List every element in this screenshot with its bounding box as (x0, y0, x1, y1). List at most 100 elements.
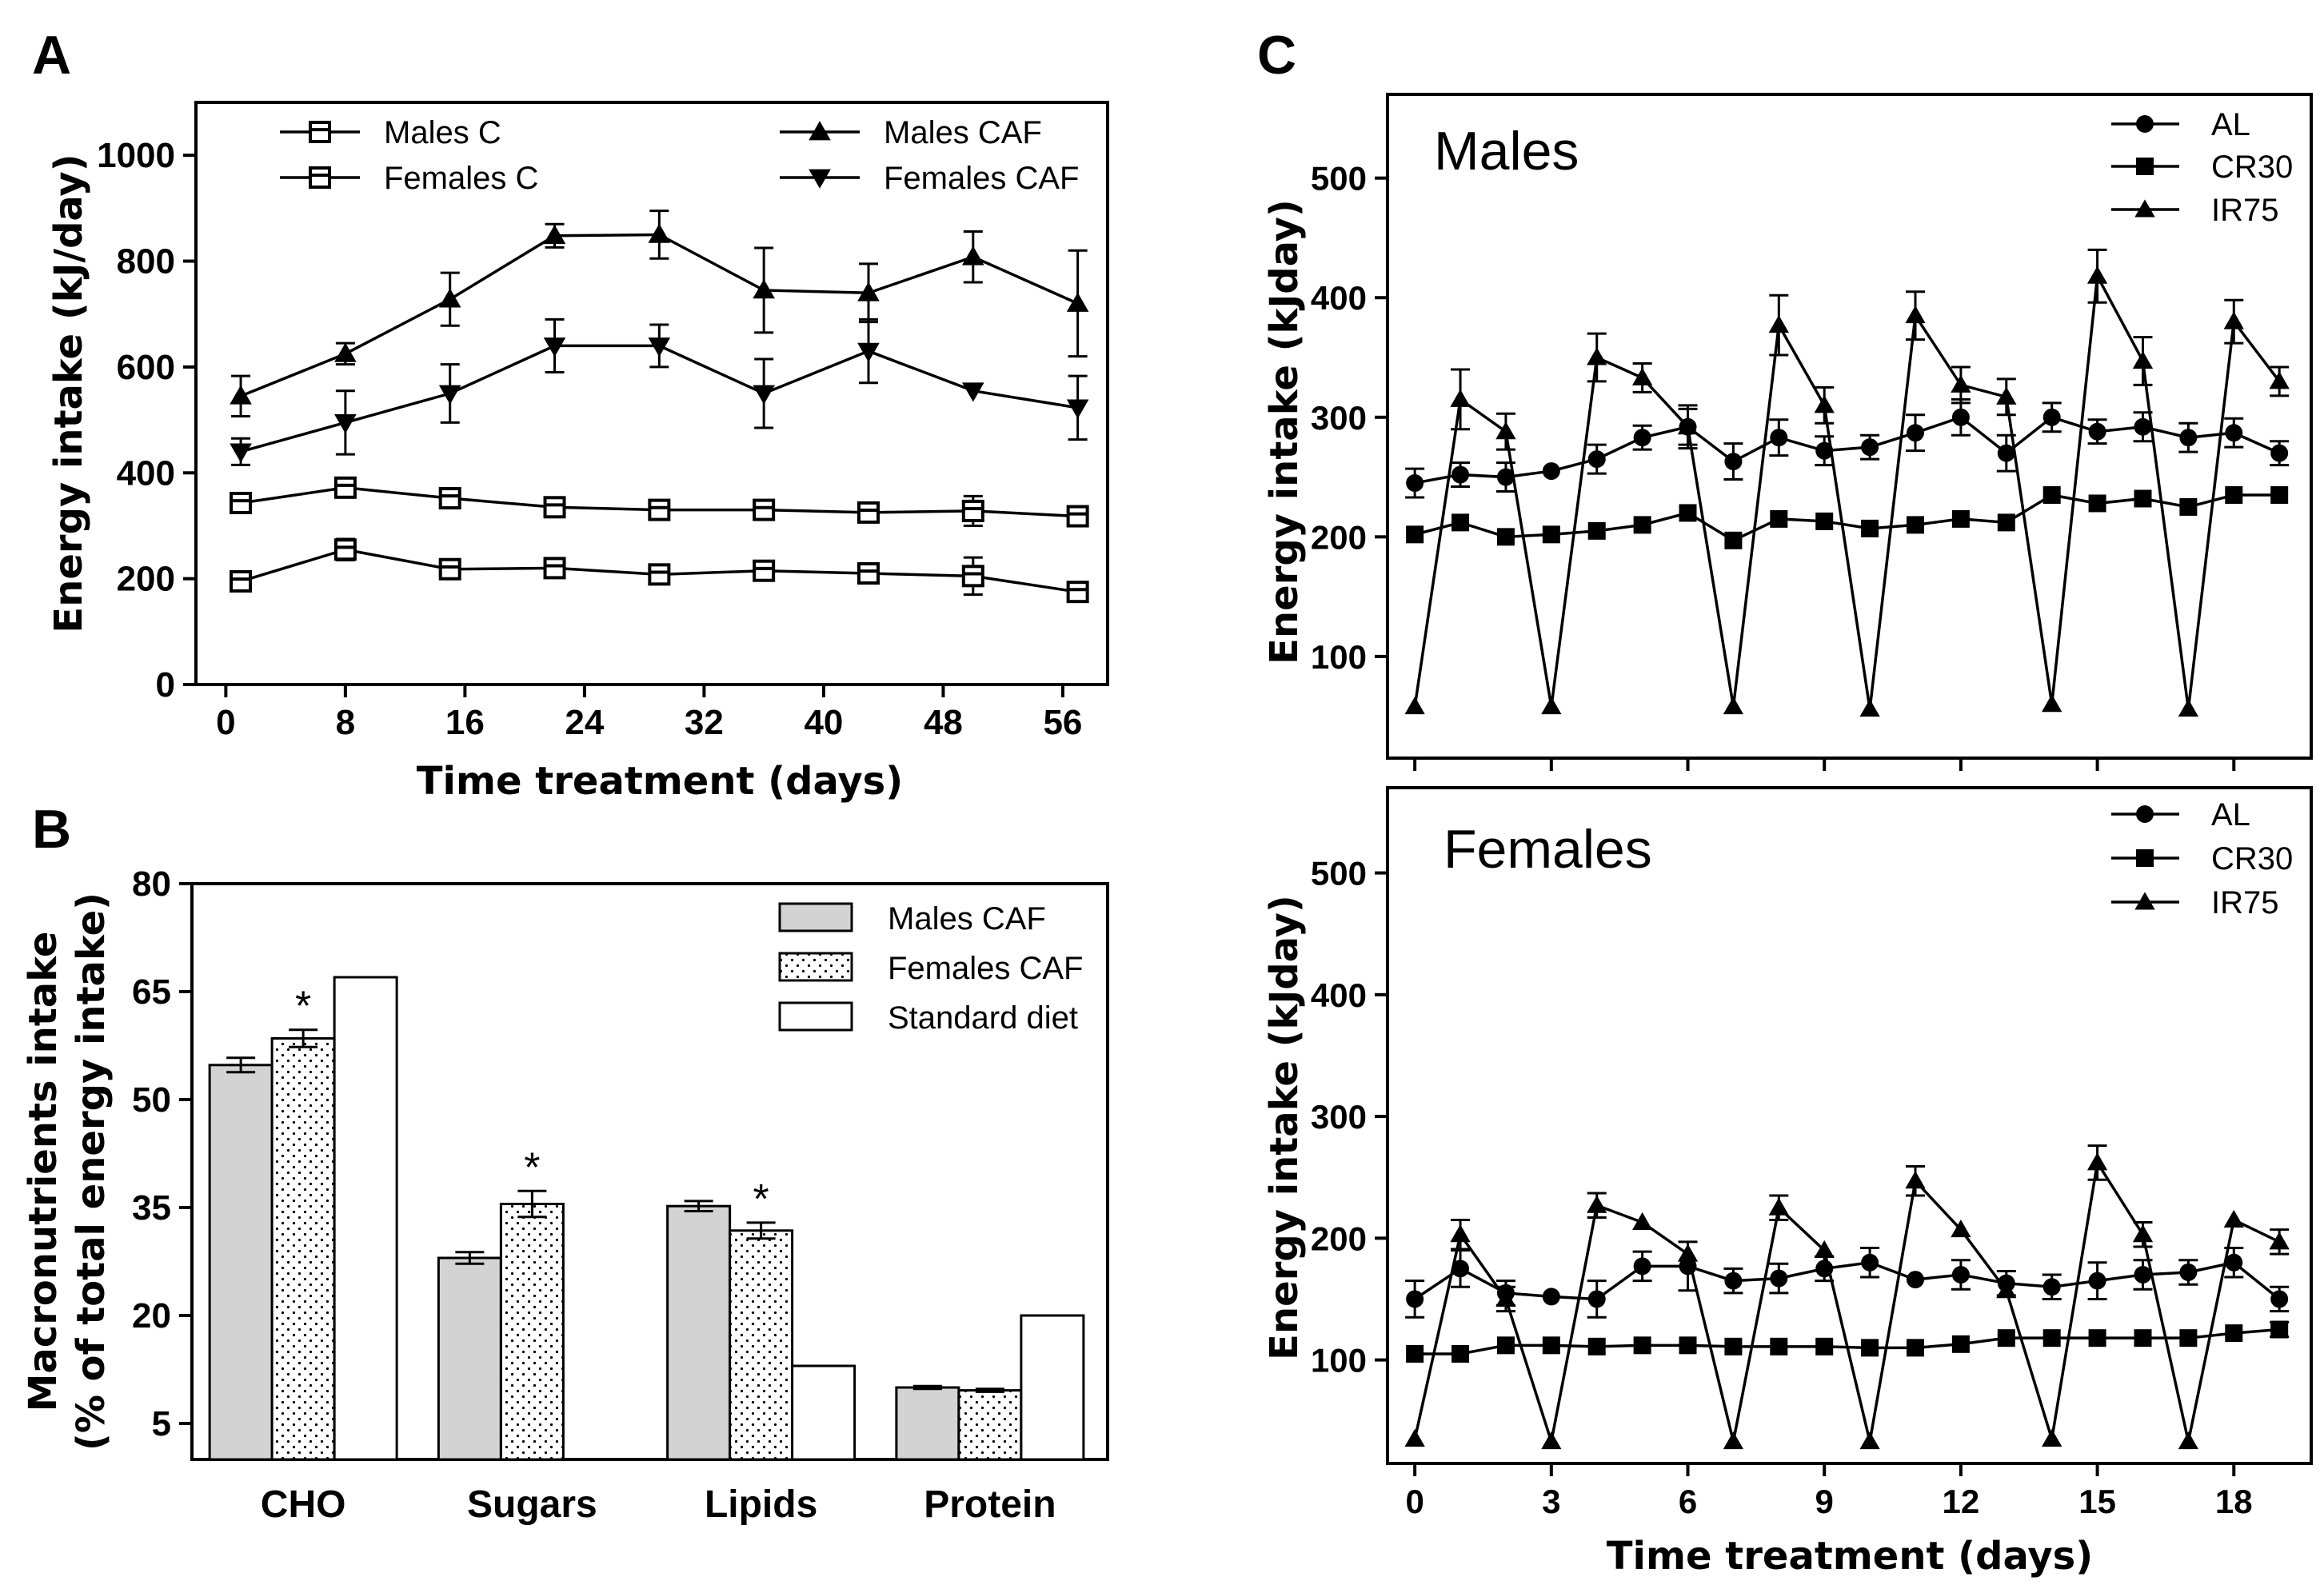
chart-a-series-females-caf-point-6 (857, 342, 880, 362)
chart-c-females-series-cr30-point-0 (1406, 1344, 1424, 1363)
chart-a-legend-females-caf-marker (809, 169, 831, 189)
chart-c-males-ytick-label-500: 500 (1311, 160, 1367, 198)
chart-c-females-series-al-point-19 (2270, 1290, 2289, 1308)
chart-c-males-series-ir75-point-13 (1996, 386, 2017, 405)
chart-a-series-females-caf-point-2 (438, 385, 461, 405)
chart-a-series-females-c-point-2-box (438, 557, 461, 581)
chart-b-bar-sugars-males-caf (437, 1256, 502, 1461)
chart-c-females-series-cr30-point-10 (1861, 1339, 1879, 1357)
chart-c-males-series-ir75-point-19 (2269, 371, 2290, 389)
chart-c-females-series-ir75-point-11 (1905, 1171, 1926, 1189)
chart-c-females-series-ir75-point-18 (2223, 1209, 2244, 1228)
chart-a-series-males-c-point-2 (438, 487, 461, 510)
chart-c-males-series-ir75-point-6 (1677, 417, 1699, 435)
chart-a-series-males-c-point-1 (333, 476, 357, 499)
chart-a-series-males-c-point-7 (961, 499, 984, 522)
chart-a-series-females-c-point-6-box (857, 562, 880, 585)
chart-c-males-series-cr30-point-3 (1542, 525, 1560, 544)
chart-a: 0 200 400 600 800 1000 0 8 16 24 32 40 48 56 Time tre… (46, 101, 1109, 804)
chart-c-males-legend-ir75-label: IR75 (2211, 193, 2279, 228)
chart-a-series-females-c-point-0-box (230, 569, 253, 593)
chart-c-females-series-cr30-point-11 (1907, 1339, 1924, 1357)
chart-b-legend-males-caf-swatch (778, 902, 853, 932)
chart-a-series-males-caf-point-8 (1066, 292, 1089, 312)
chart-b-bar-protein-standard-diet (1020, 1314, 1085, 1461)
chart-c-females-xtick-label-6: 6 (1679, 1483, 1697, 1520)
chart-a-legend-females-c-label: Females C (384, 161, 538, 196)
chart-a-xtick-label-32: 32 (685, 703, 724, 742)
chart-a-series-females-c-point-7 (961, 565, 984, 588)
chart-a-y-axis-title: Energy intake (kJ/day) (46, 154, 91, 633)
chart-b-frame (190, 882, 1109, 1461)
chart-c-males-y-axis-title: Energy intake (kJday) (1262, 199, 1307, 665)
chart-c-females-series-ir75-point-3 (1541, 1431, 1562, 1450)
chart-a-xtick-label-24: 24 (565, 703, 604, 742)
chart-c-males-series-al-point-4 (1587, 450, 1606, 469)
chart-a-series-males-caf-point-3 (543, 224, 566, 245)
chart-c-males-series-cr30-point-16 (2134, 489, 2152, 508)
chart-a-series-males-c-point-6 (857, 501, 880, 524)
chart-c-females-series-cr30-point-19 (2270, 1320, 2289, 1339)
chart-c-females-series-ir75-point-16 (2132, 1224, 2154, 1243)
chart-a-legend-females-caf-label: Females CAF (884, 161, 1080, 196)
chart-c-females-series-ir75-point-8 (1768, 1197, 1789, 1216)
chart-a-series-females-caf-point-3 (543, 337, 566, 357)
chart-c-males-series-cr30-point-19 (2270, 485, 2289, 504)
chart-c-females-legend-ir75-marker (2134, 892, 2155, 910)
chart-c-males-series-ir75-point-11 (1905, 305, 1926, 324)
chart-c-females-series-cr30-point-1 (1452, 1344, 1470, 1363)
chart-b-bar-protein-females-caf (957, 1389, 1023, 1461)
chart-a-series-females-c-point-3-box (543, 557, 566, 580)
chart-c-females-series-cr30-point-3 (1542, 1336, 1560, 1355)
chart-c-males-series-cr30-point-1 (1452, 513, 1470, 532)
chart-c-females-series-cr30-point-6 (1679, 1336, 1697, 1355)
chart-a-series-females-c-point-8-box (1066, 581, 1089, 604)
chart-b-legend-females-caf-swatch (778, 952, 853, 982)
chart-c-females-legend-cr30-label: CR30 (2211, 841, 2293, 876)
chart-c-males-series-cr30-point-10 (1861, 519, 1879, 537)
chart-b-significance-star-cho: * (295, 984, 311, 1030)
chart-c-females-series-ir75-point-7 (1723, 1431, 1744, 1450)
chart-a-series-males-c-point-8 (1066, 505, 1089, 528)
chart-b-category-label-lipids: Lipids (705, 1483, 817, 1526)
chart-c-females-xtick-label-12: 12 (1943, 1483, 1980, 1520)
chart-b-legend-males-caf-label: Males CAF (888, 901, 1046, 936)
chart-a-series-males-c-point-4-box (648, 498, 671, 521)
chart-c-females-legend-al-marker (2136, 805, 2154, 823)
chart-c-females-series-al-point-5 (1633, 1257, 1651, 1276)
chart-a-xtick-label-0: 0 (216, 703, 235, 742)
chart-c-males-series-ir75-point-14 (2042, 694, 2062, 713)
chart-a-series-males-c-point-8-box (1066, 505, 1089, 528)
chart-a-series-males-caf-point-6 (857, 281, 880, 301)
chart-b-ytick-label-80: 80 (132, 864, 171, 904)
chart-c-males-series-cr30-point-6 (1679, 504, 1697, 522)
chart-c-females-series-ir75-point-5 (1631, 1212, 1653, 1231)
chart-c-males-series-ir75-point-7 (1723, 697, 1744, 715)
chart-b-bar-lipids-standard-diet (791, 1364, 857, 1461)
chart-b: 5 20 35 50 65 80 CHO Sugars Lipids Protein * * * Ma… (21, 864, 1109, 1526)
chart-c-females-series-cr30-point-7 (1724, 1337, 1743, 1355)
chart-c-males-ytick-label-400: 400 (1311, 279, 1367, 317)
chart-a-series-females-caf-point-4 (648, 337, 671, 357)
chart-a-series-males-c-point-6-box (857, 501, 880, 524)
chart-c-females-series-al-point-0 (1406, 1290, 1424, 1308)
chart-a-series-males-caf-point-0 (230, 385, 252, 405)
chart-a-xtick-label-40: 40 (804, 703, 843, 742)
chart-a-series-females-c-point-4-box (648, 563, 671, 586)
chart-a-frame (194, 101, 1109, 686)
chart-c-males-legend-cr30-marker (2136, 158, 2154, 175)
chart-b-category-label-protein: Protein (924, 1483, 1056, 1526)
chart-c-females-ytick-label-500: 500 (1311, 855, 1367, 892)
panel-letter-b: B (32, 799, 71, 860)
chart-c-males-series-al-point-5 (1633, 429, 1651, 447)
chart-a-xtick-label-56: 56 (1043, 703, 1082, 742)
chart-c-females-series-cr30-point-4 (1587, 1337, 1606, 1355)
chart-c-males-series-ir75-point-0 (1404, 697, 1425, 715)
chart-c-males-series-ir75-point-10 (1859, 699, 1880, 717)
chart-c-females-xtick-label-0: 0 (1405, 1483, 1424, 1520)
chart-c-females-series-al-point-3 (1542, 1288, 1560, 1306)
chart-c-females-xtick-label-3: 3 (1542, 1483, 1560, 1520)
chart-a-ytick-label-400: 400 (117, 453, 175, 493)
chart-a-series-males-c-point-5 (753, 498, 776, 521)
chart-c-females-series-ir75-point-14 (2042, 1428, 2062, 1447)
